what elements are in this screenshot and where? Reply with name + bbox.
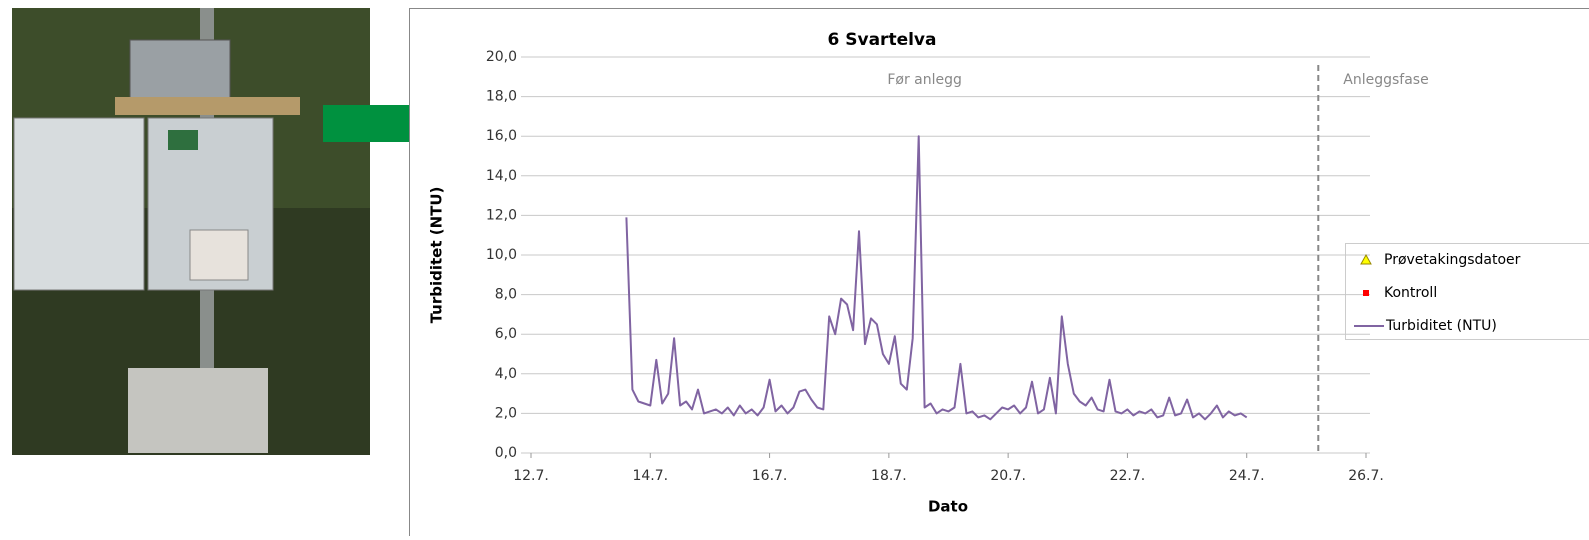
y-tick-label: 0,0 — [495, 445, 517, 461]
x-tick-label: 14.7. — [632, 468, 668, 484]
photo — [12, 8, 370, 455]
x-tick-label: 22.7. — [1110, 468, 1146, 484]
y-tick-label: 10,0 — [486, 247, 517, 263]
phase-label: Anleggsfase — [1343, 72, 1428, 88]
legend-label: Kontroll — [1384, 285, 1437, 301]
legend-label: Turbiditet (NTU) — [1385, 318, 1497, 334]
page: {"chart_data": {"type": "line", "title":… — [0, 0, 1589, 536]
y-tick-label: 4,0 — [495, 366, 517, 382]
y-tick-label: 2,0 — [495, 405, 517, 421]
x-tick-label: 20.7. — [990, 468, 1026, 484]
x-tick-label: 24.7. — [1229, 468, 1265, 484]
y-tick-label: 16,0 — [486, 128, 517, 144]
y-axis-label: Turbiditet (NTU) — [428, 187, 446, 324]
legend-label: Prøvetakingsdatoer — [1384, 252, 1521, 268]
x-tick-label: 12.7. — [513, 468, 549, 484]
y-tick-label: 12,0 — [486, 207, 517, 223]
y-tick-label: 8,0 — [495, 287, 517, 303]
x-tick-label: 16.7. — [752, 468, 788, 484]
figure: 6 Svartelva Dato Turbiditet (NTU) 0,0 2,0… — [0, 0, 1589, 536]
x-tick-label: 26.7. — [1348, 468, 1384, 484]
x-tick-label: 18.7. — [871, 468, 907, 484]
y-tick-label: 6,0 — [495, 326, 517, 342]
x-axis-label: Dato — [928, 498, 968, 516]
y-tick-label: 14,0 — [486, 168, 517, 184]
y-tick-label: 18,0 — [486, 89, 517, 105]
legend-symbol — [1363, 290, 1369, 296]
chart-title: 6 Svartelva — [828, 30, 937, 50]
y-tick-label: 20,0 — [486, 49, 517, 65]
phase-label: Før anlegg — [887, 72, 962, 88]
